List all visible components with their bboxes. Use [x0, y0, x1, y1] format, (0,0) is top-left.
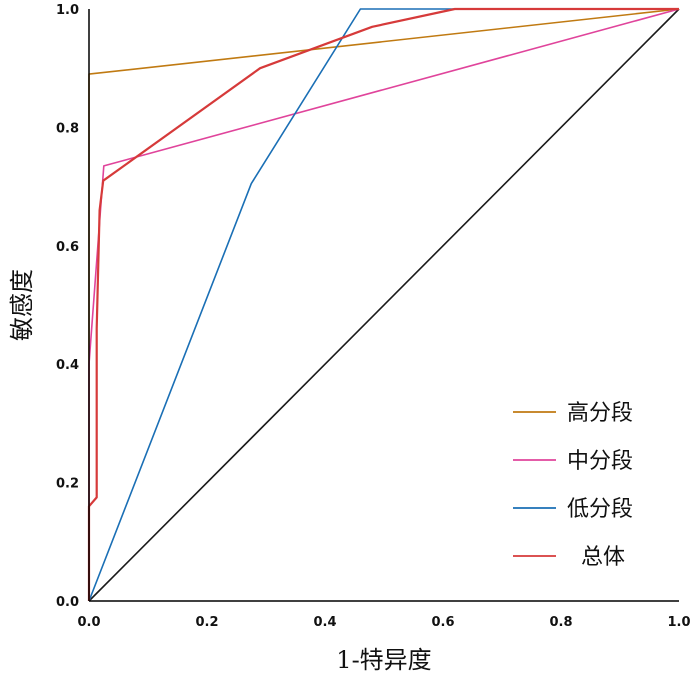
x-axis-title: 1-特异度: [336, 646, 431, 674]
reference-diagonal-line: [88, 8, 680, 602]
series-line-3: [87, 7, 679, 601]
tick-labels: 0.0 0.2 0.4 0.6 0.8 1.0 0.0 0.2 0.4 0.6 0.8 1.0: [56, 3, 691, 630]
legend-label: 中分段: [567, 449, 633, 474]
axes: [88, 9, 679, 602]
y-tick-label: 0.8: [56, 121, 79, 136]
y-tick-label: 0.0: [56, 595, 79, 610]
legend-label: 总体: [581, 545, 625, 570]
y-axis-title: 敏感度: [8, 269, 36, 341]
legend-label: 低分段: [567, 497, 633, 522]
x-tick-label: 0.8: [549, 615, 572, 630]
y-tick-label: 0.2: [56, 477, 79, 492]
y-tick-label: 0.4: [56, 358, 79, 373]
x-tick-label: 0.6: [431, 615, 454, 630]
x-tick-label: 0.4: [313, 615, 336, 630]
y-tick-label: 1.0: [56, 3, 79, 18]
x-tick-label: 0.0: [77, 615, 100, 630]
legend-label: 高分段: [567, 401, 633, 426]
y-tick-label: 0.6: [56, 240, 79, 255]
x-tick-label: 0.2: [195, 615, 218, 630]
x-tick-label: 1.0: [667, 615, 690, 630]
